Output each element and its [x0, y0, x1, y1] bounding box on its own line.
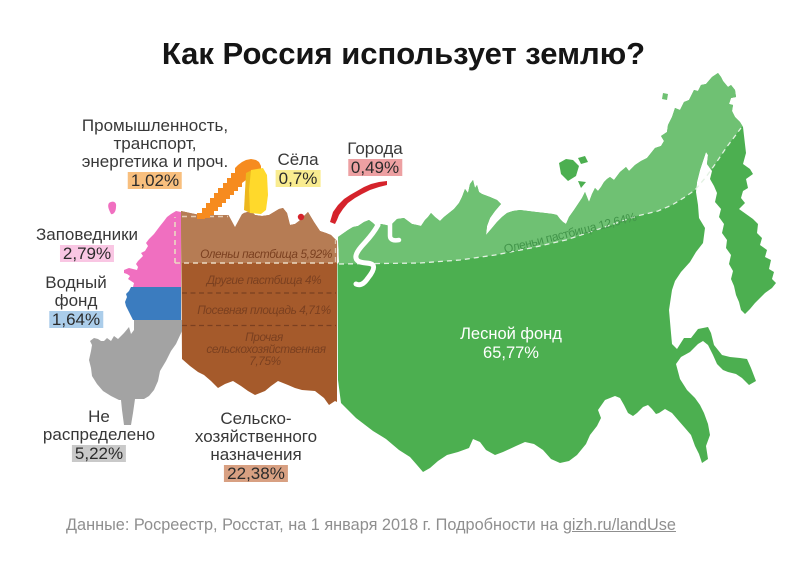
- svg-text:сельскохозяйственная: сельскохозяйственная: [206, 342, 326, 356]
- svg-text:Другие пастбища 4%: Другие пастбища 4%: [205, 273, 321, 287]
- svg-text:7,75%: 7,75%: [249, 354, 280, 368]
- svg-text:Прочая: Прочая: [245, 330, 284, 344]
- svg-text:Лесной фонд: Лесной фонд: [460, 325, 562, 343]
- svg-text:65,77%: 65,77%: [483, 344, 539, 362]
- svg-text:Посевная площадь 4,71%: Посевная площадь 4,71%: [197, 303, 330, 317]
- svg-text:Оленьи пастбища 5,92%: Оленьи пастбища 5,92%: [200, 247, 332, 261]
